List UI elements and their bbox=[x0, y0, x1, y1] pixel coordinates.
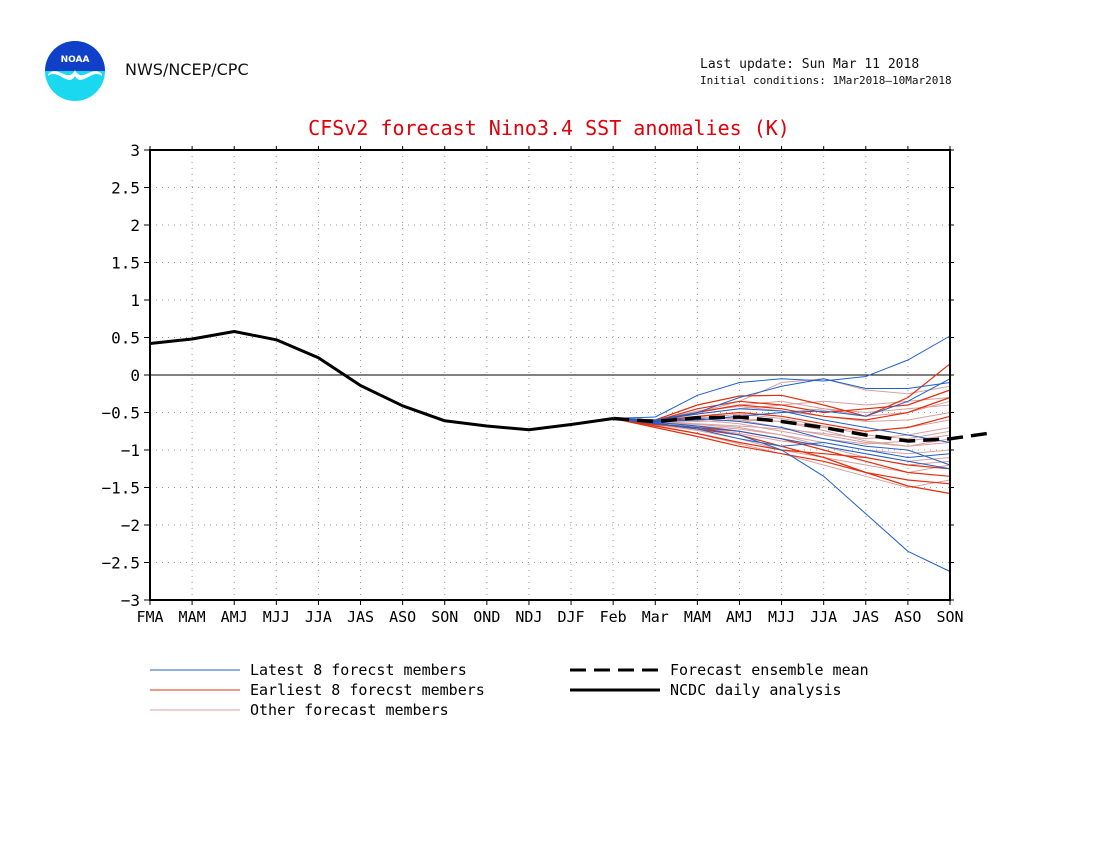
y-tick-label: −2.5 bbox=[101, 554, 140, 573]
agency-name: NWS/NCEP/CPC bbox=[125, 60, 249, 79]
x-tick-label: JAS bbox=[852, 608, 879, 626]
y-tick-label: 1 bbox=[130, 291, 140, 310]
x-tick-label: Mar bbox=[642, 608, 669, 626]
x-tick-label: MAM bbox=[684, 608, 711, 626]
legend-label-latest: Latest 8 forecst members bbox=[250, 661, 467, 679]
last-update: Last update: Sun Mar 11 2018 bbox=[700, 57, 920, 72]
y-tick-label: 2 bbox=[130, 216, 140, 235]
x-tick-label: FMA bbox=[136, 608, 163, 626]
latest-member-line bbox=[613, 418, 951, 459]
x-tick-label: SON bbox=[431, 608, 458, 626]
y-axis-ticks: 3 2.5 2 1.5 1 0.5 0 −0.5 −1 −1.5 −2 −2.5 −3 bbox=[101, 141, 954, 610]
x-tick-label: DJF bbox=[558, 608, 585, 626]
grid-lines bbox=[150, 150, 950, 600]
legend-item-latest: Latest 8 forecst members bbox=[150, 661, 467, 679]
chart-title: CFSv2 forecast Nino3.4 SST anomalies (K) bbox=[308, 116, 790, 140]
legend-item-earliest: Earliest 8 forecst members bbox=[150, 681, 485, 699]
x-tick-label: AMJ bbox=[726, 608, 753, 626]
earliest-member-line bbox=[613, 417, 951, 485]
x-tick-label: MJJ bbox=[768, 608, 795, 626]
x-tick-label: MJJ bbox=[263, 608, 290, 626]
x-tick-label: ASO bbox=[894, 608, 921, 626]
y-tick-label: −1.5 bbox=[101, 479, 140, 498]
y-tick-label: 3 bbox=[130, 141, 140, 160]
legend-label-other: Other forecast members bbox=[250, 701, 449, 719]
legend-item-other: Other forecast members bbox=[150, 701, 449, 719]
ensemble-mean-line-group bbox=[613, 415, 993, 443]
x-tick-label: OND bbox=[473, 608, 500, 626]
x-tick-label: JAS bbox=[347, 608, 374, 626]
x-axis-ticks: FMA MAM AMJ MJJ JJA JAS ASO SON OND NDJ DJF Feb Mar M… bbox=[136, 146, 964, 626]
x-tick-label: NDJ bbox=[515, 608, 542, 626]
legend-label-mean: Forecast ensemble mean bbox=[670, 661, 869, 679]
x-tick-label: Feb bbox=[600, 608, 627, 626]
legend: Latest 8 forecst members Earliest 8 fore… bbox=[150, 661, 869, 719]
y-tick-label: 2.5 bbox=[111, 179, 140, 198]
y-tick-label: 0 bbox=[130, 366, 140, 385]
legend-label-earliest: Earliest 8 forecst members bbox=[250, 681, 485, 699]
y-tick-label: −3 bbox=[121, 591, 140, 610]
y-tick-label: −1 bbox=[121, 441, 140, 460]
x-tick-label: ASO bbox=[389, 608, 416, 626]
x-tick-label: JJA bbox=[305, 608, 332, 626]
x-tick-label: JJA bbox=[810, 608, 837, 626]
y-tick-label: 1.5 bbox=[111, 254, 140, 273]
latest-member-line bbox=[613, 378, 951, 423]
legend-label-analysis: NCDC daily analysis bbox=[670, 681, 842, 699]
x-tick-label: MAM bbox=[179, 608, 206, 626]
y-tick-label: −2 bbox=[121, 516, 140, 535]
ensemble-mean-line bbox=[613, 415, 993, 443]
ncdc-analysis-line bbox=[149, 330, 614, 432]
latest-member-line bbox=[613, 335, 951, 419]
x-tick-label: AMJ bbox=[221, 608, 248, 626]
y-tick-label: −0.5 bbox=[101, 404, 140, 423]
earliest-member-line bbox=[613, 363, 951, 421]
latest-member-line bbox=[613, 418, 951, 470]
x-tick-label: SON bbox=[936, 608, 963, 626]
legend-item-mean: Forecast ensemble mean bbox=[570, 661, 869, 679]
logo-text: NOAA bbox=[61, 55, 90, 65]
latest-member-line bbox=[613, 408, 951, 443]
noaa-logo: NOAA bbox=[44, 40, 106, 102]
y-tick-label: 0.5 bbox=[111, 329, 140, 348]
analysis-line-group bbox=[149, 330, 614, 432]
initial-conditions: Initial conditions: 1Mar2018–10Mar2018 bbox=[700, 74, 952, 87]
legend-item-analysis: NCDC daily analysis bbox=[570, 681, 842, 699]
